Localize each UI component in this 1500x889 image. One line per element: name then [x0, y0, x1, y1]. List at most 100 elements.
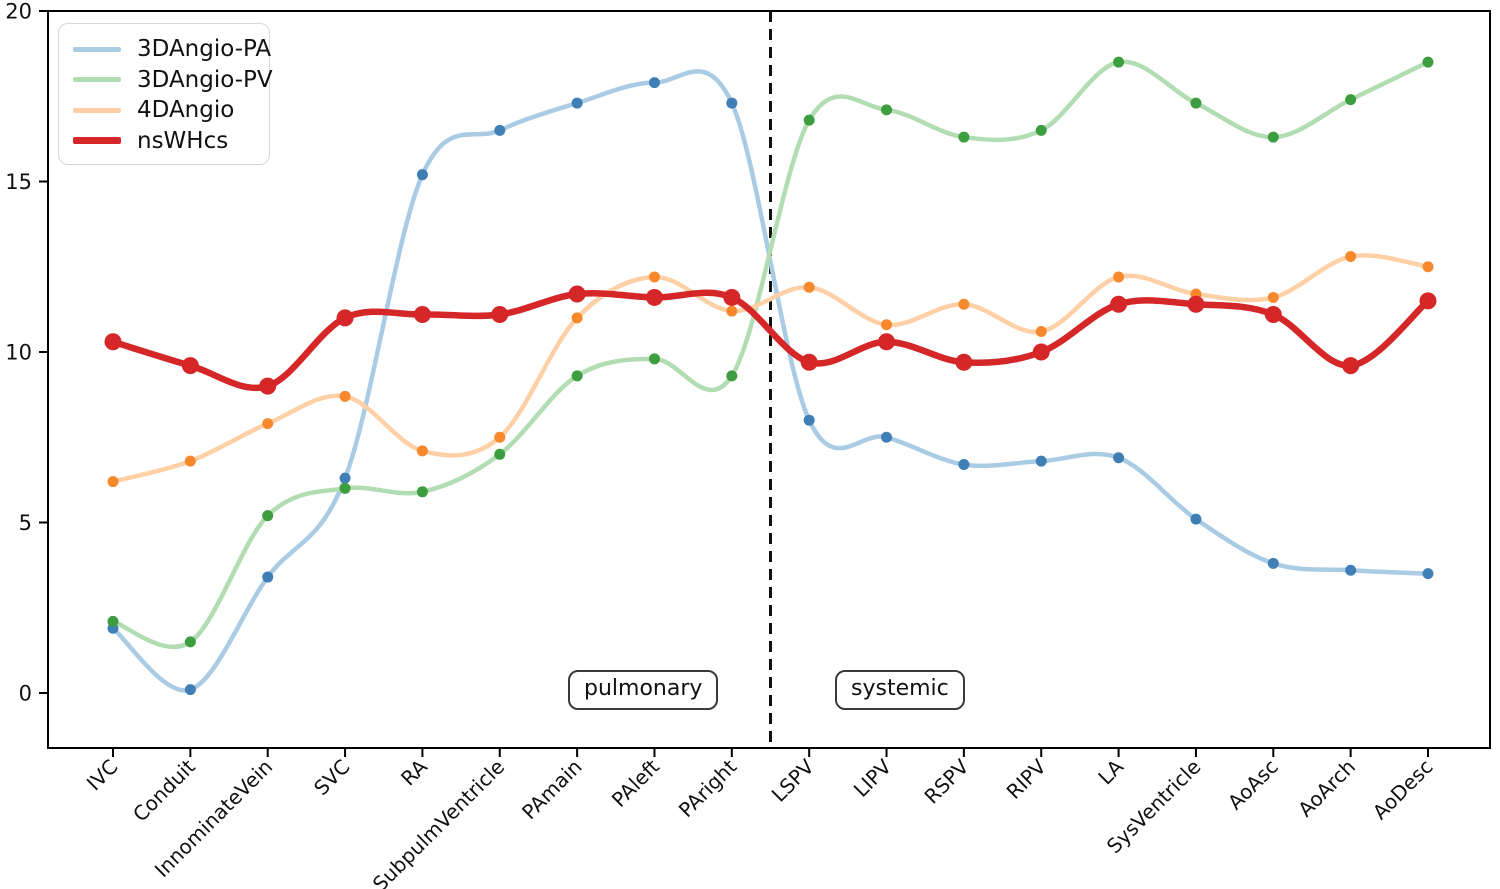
- legend-label: 4DAngio: [137, 97, 235, 124]
- data-point: [262, 571, 274, 583]
- x-tick-label: SVC: [309, 755, 354, 800]
- y-tick-label: 15: [5, 170, 32, 194]
- data-point: [494, 124, 506, 136]
- data-point: [958, 131, 970, 143]
- annotation-pulmonary: pulmonary: [568, 670, 719, 710]
- y-tick-label: 10: [5, 340, 32, 364]
- y-tick-label: 5: [19, 511, 32, 535]
- data-point: [107, 476, 119, 488]
- series-line-3DAngio-PA: [110, 69, 1431, 693]
- legend-label: 3DAngio-PA: [137, 36, 272, 63]
- data-point: [494, 431, 506, 443]
- legend-item-4DAngio: 4DAngio: [73, 95, 257, 126]
- data-point: [1113, 271, 1125, 283]
- legend: 3DAngio-PA 3DAngio-PV 4DAngio nsWHcs: [58, 23, 273, 165]
- data-point: [881, 104, 893, 116]
- data-point: [259, 377, 277, 395]
- annotation-systemic: systemic: [835, 670, 965, 710]
- data-point: [184, 636, 196, 648]
- data-point: [1345, 564, 1357, 576]
- data-point: [416, 169, 428, 181]
- x-tick-label: IVC: [82, 755, 123, 796]
- data-point: [416, 445, 428, 457]
- data-point: [648, 271, 660, 283]
- data-point: [1422, 568, 1434, 580]
- x-tick-label: LSPV: [767, 754, 819, 806]
- data-point: [1035, 124, 1047, 136]
- x-tick-label: SubpulmVentricle: [368, 755, 509, 889]
- series-line-nsWHcs: [109, 289, 1432, 391]
- x-tick-label: PAright: [674, 754, 742, 822]
- legend-line-swatch: [73, 137, 121, 145]
- data-point: [648, 77, 660, 89]
- data-point: [881, 319, 893, 331]
- x-tick-label: Conduit: [128, 754, 200, 826]
- data-point: [336, 309, 354, 327]
- x-tick-label: PAleft: [607, 754, 664, 811]
- data-point: [1345, 94, 1357, 106]
- data-point: [726, 97, 738, 109]
- data-point: [803, 414, 815, 426]
- data-point: [339, 482, 351, 494]
- data-point: [881, 431, 893, 443]
- x-tick-label: LA: [1093, 754, 1128, 789]
- data-point: [1035, 326, 1047, 338]
- data-point: [1267, 291, 1279, 303]
- data-point: [339, 390, 351, 402]
- y-tick-label: 0: [19, 681, 32, 705]
- data-point: [494, 448, 506, 460]
- data-point: [1422, 261, 1434, 273]
- data-point: [803, 281, 815, 293]
- y-tick-label: 20: [5, 0, 32, 23]
- data-point: [568, 285, 586, 303]
- data-point: [1035, 455, 1047, 467]
- data-point: [491, 305, 509, 323]
- legend-item-3DAngio-PV: 3DAngio-PV: [73, 65, 273, 96]
- data-point: [723, 288, 741, 306]
- data-point: [1110, 295, 1128, 313]
- data-point: [1264, 305, 1282, 323]
- x-tick-label: AoArch: [1293, 755, 1360, 822]
- data-point: [262, 510, 274, 522]
- data-point: [1422, 56, 1434, 68]
- data-point: [416, 486, 428, 498]
- data-point: [184, 684, 196, 696]
- data-point: [339, 472, 351, 484]
- legend-item-3DAngio-PA: 3DAngio-PA: [73, 34, 271, 65]
- legend-item-nsWHcs: nsWHcs: [73, 126, 257, 157]
- data-point: [878, 333, 896, 351]
- data-point: [1342, 357, 1360, 375]
- data-point: [958, 459, 970, 471]
- legend-line-swatch: [73, 77, 121, 83]
- data-point: [184, 455, 196, 467]
- data-point: [413, 305, 431, 323]
- data-point: [1190, 97, 1202, 109]
- data-point: [648, 353, 660, 365]
- data-point: [1419, 292, 1437, 310]
- data-point: [1267, 131, 1279, 143]
- x-tick-label: AoDesc: [1368, 755, 1438, 825]
- data-point: [262, 418, 274, 430]
- x-tick-label: RA: [396, 754, 432, 790]
- data-point: [645, 288, 663, 306]
- data-point: [104, 333, 122, 351]
- data-point: [1345, 251, 1357, 263]
- series-3DAngio-PV: [107, 56, 1434, 650]
- data-point: [803, 114, 815, 126]
- legend-line-swatch: [73, 107, 121, 113]
- data-point: [107, 615, 119, 627]
- x-tick-label: RIPV: [1002, 754, 1051, 803]
- data-point: [726, 305, 738, 317]
- data-point: [955, 353, 973, 371]
- data-point: [1187, 295, 1205, 313]
- data-point: [800, 353, 818, 371]
- data-point: [1032, 343, 1050, 361]
- data-point: [1113, 452, 1125, 464]
- data-point: [181, 357, 199, 375]
- data-point: [1190, 513, 1202, 525]
- data-point: [958, 298, 970, 310]
- data-point: [571, 312, 583, 324]
- data-point: [726, 370, 738, 382]
